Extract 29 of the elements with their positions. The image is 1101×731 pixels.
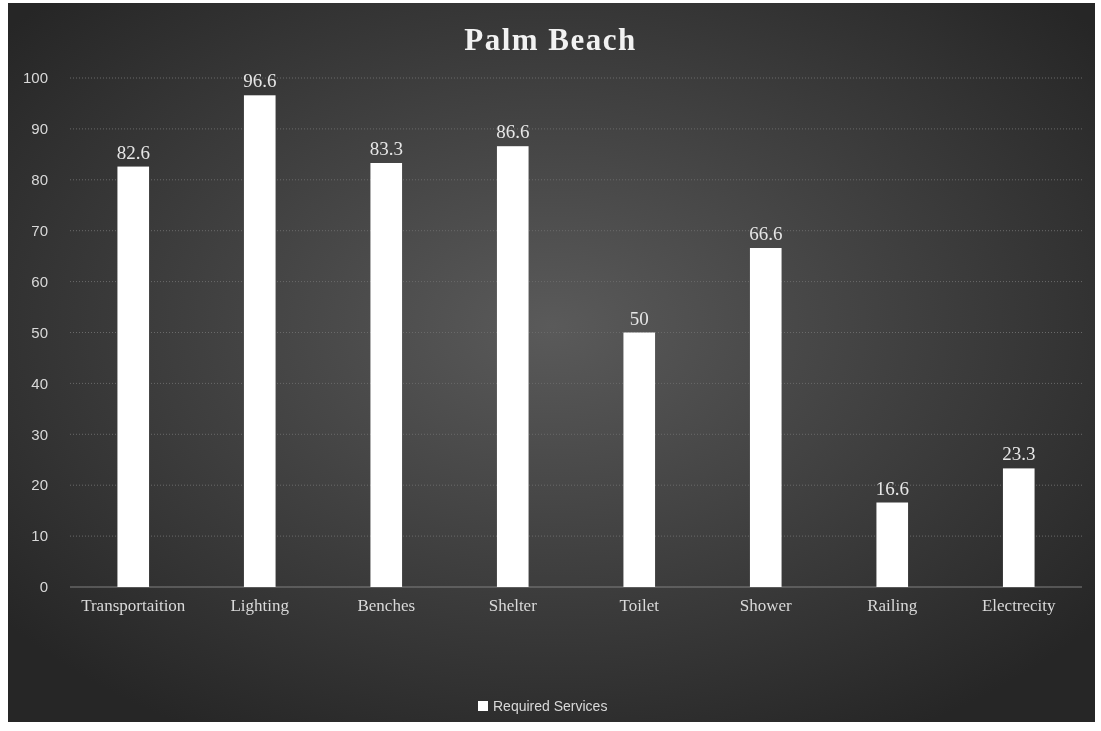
y-tick-label: 0 — [39, 578, 48, 596]
data-label: 86.6 — [496, 121, 530, 143]
y-tick-label: 50 — [31, 323, 48, 341]
x-tick-label: Shower — [739, 596, 793, 615]
y-tick-label: 90 — [31, 120, 48, 138]
x-tick-label: Railing — [867, 596, 918, 615]
chart-title: Palm Beach — [464, 22, 637, 57]
data-label: 16.6 — [875, 477, 909, 499]
data-label: 23.3 — [1002, 443, 1036, 465]
y-tick-label: 30 — [31, 425, 48, 443]
x-tick-label: Electrecity — [981, 596, 1057, 615]
legend-label: Required Services — [493, 697, 608, 714]
y-tick-label: 20 — [31, 476, 48, 494]
y-tick-label: 10 — [31, 527, 48, 545]
data-label: 50 — [629, 307, 649, 329]
data-label: 83.3 — [369, 138, 403, 159]
x-tick-label: Shelter — [488, 596, 538, 615]
x-tick-label: Lighting — [230, 596, 290, 615]
data-label: 96.6 — [243, 70, 277, 92]
y-tick-label: 70 — [31, 221, 48, 239]
x-tick-label: Benches — [357, 596, 416, 615]
x-tick-label: Toilet — [619, 596, 660, 615]
data-label: 82.6 — [116, 141, 150, 163]
y-tick-label: 40 — [31, 374, 48, 392]
x-tick-label: Transportaition — [81, 596, 186, 615]
y-tick-label: 100 — [22, 69, 48, 87]
data-label: 66.6 — [749, 223, 783, 245]
y-tick-label: 80 — [31, 171, 48, 189]
y-tick-label: 60 — [31, 272, 48, 290]
